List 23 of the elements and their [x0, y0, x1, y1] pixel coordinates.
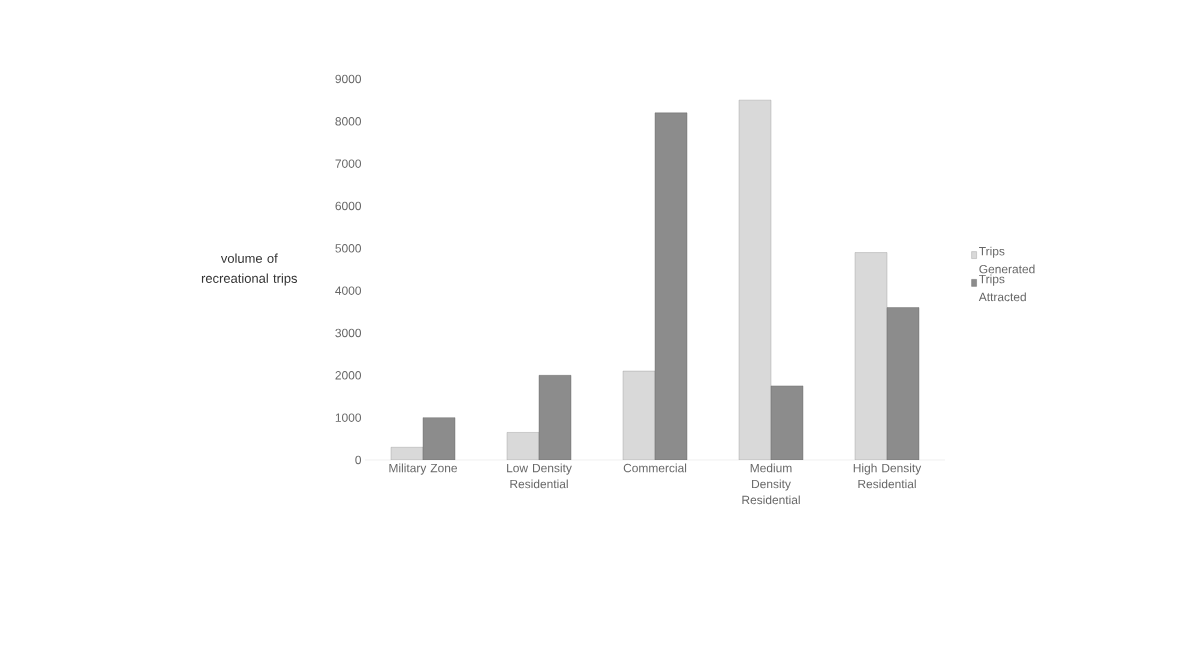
- y-tick-label: 9000: [335, 74, 362, 84]
- y-tick-label: 4000: [335, 286, 362, 295]
- x-tick-label: Commercial: [623, 463, 687, 473]
- bar: [538, 375, 572, 460]
- x-tick-label: High Density Residential: [853, 463, 922, 489]
- y-tick-label: 1000: [335, 413, 362, 422]
- y-tick-label: 3000: [335, 328, 362, 338]
- y-tick-label: 5000: [335, 244, 362, 253]
- y-tick-label: 6000: [335, 201, 362, 211]
- bar: [422, 417, 456, 460]
- y-tick-label: 0: [355, 455, 362, 465]
- y-tick-label: 2000: [335, 371, 362, 380]
- bar: [886, 307, 920, 460]
- y-axis-title: volume of recreational trips: [201, 253, 298, 286]
- bar: [770, 385, 804, 460]
- legend-label: Trips Generated: [979, 246, 1035, 274]
- y-tick-label: 7000: [335, 159, 362, 168]
- x-tick-label: Low Density Residential: [507, 463, 572, 489]
- x-tick-label: Medium Density Residential: [742, 463, 800, 505]
- legend-label: Trips Attracted: [978, 274, 1026, 302]
- x-tick-label: Military Zone: [389, 463, 457, 475]
- bar: [654, 112, 688, 460]
- y-tick-label: 8000: [335, 117, 362, 126]
